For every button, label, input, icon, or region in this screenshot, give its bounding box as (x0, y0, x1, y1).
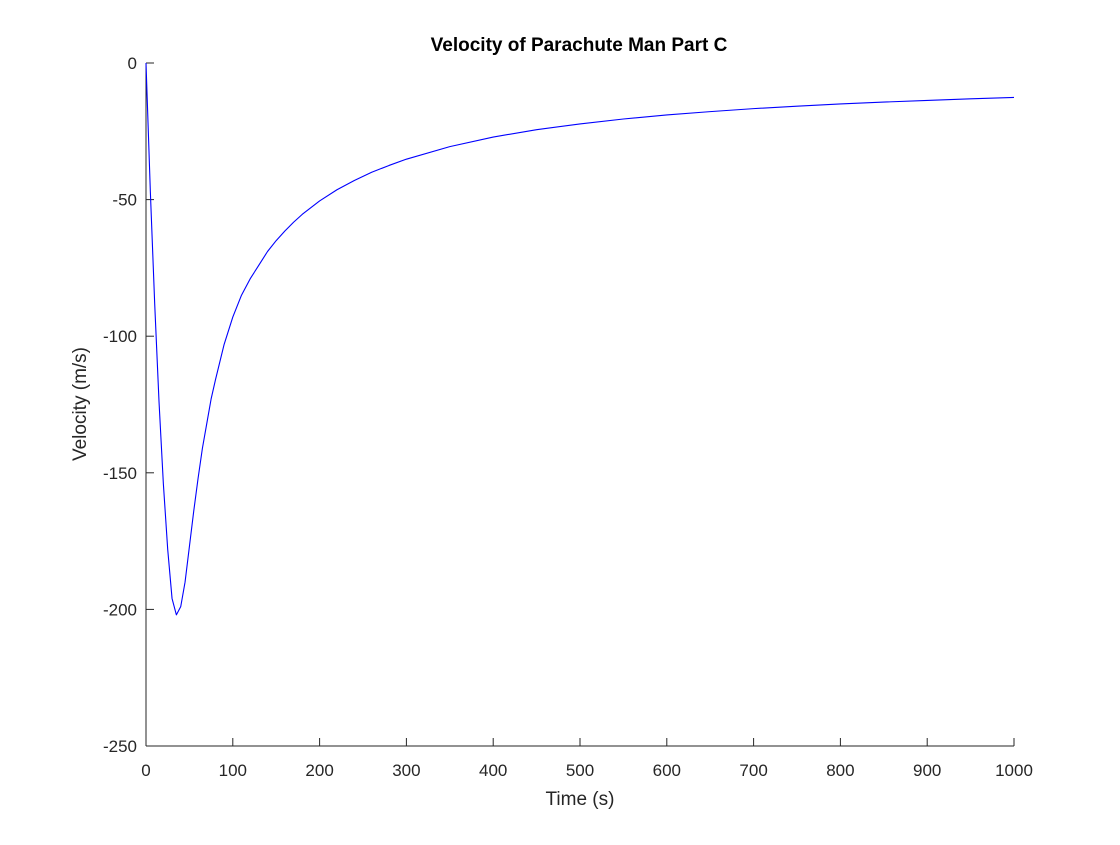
x-tick-label: 600 (653, 761, 681, 780)
x-tick-label: 800 (826, 761, 854, 780)
y-tick-label: 0 (128, 54, 137, 73)
y-tick-label: -250 (103, 737, 137, 756)
x-ticks: 0 100 200 300 400 500 600 700 800 900 1000 (141, 738, 1033, 780)
y-ticks: -250 -200 -150 -100 -50 0 (103, 54, 154, 756)
x-tick-label: 500 (566, 761, 594, 780)
x-tick-label: 400 (479, 761, 507, 780)
y-tick-label: -50 (112, 191, 137, 210)
x-axis-label: Time (s) (546, 789, 615, 810)
y-tick-label: -100 (103, 327, 137, 346)
x-tick-label: 900 (913, 761, 941, 780)
x-tick-label: 200 (305, 761, 333, 780)
plot-series (145, 62, 1015, 616)
y-tick-label: -150 (103, 464, 137, 483)
chart-title: Velocity of Parachute Man Part C (431, 35, 728, 56)
series-line-0 (145, 62, 1015, 616)
x-tick-label: 0 (141, 761, 150, 780)
x-tick-label: 300 (392, 761, 420, 780)
x-tick-label: 100 (219, 761, 247, 780)
y-tick-label: -200 (103, 600, 137, 619)
x-tick-label: 700 (739, 761, 767, 780)
x-tick-label: 1000 (995, 761, 1033, 780)
y-axis-label: Velocity (m/s) (70, 347, 91, 461)
axes (145, 63, 1014, 747)
